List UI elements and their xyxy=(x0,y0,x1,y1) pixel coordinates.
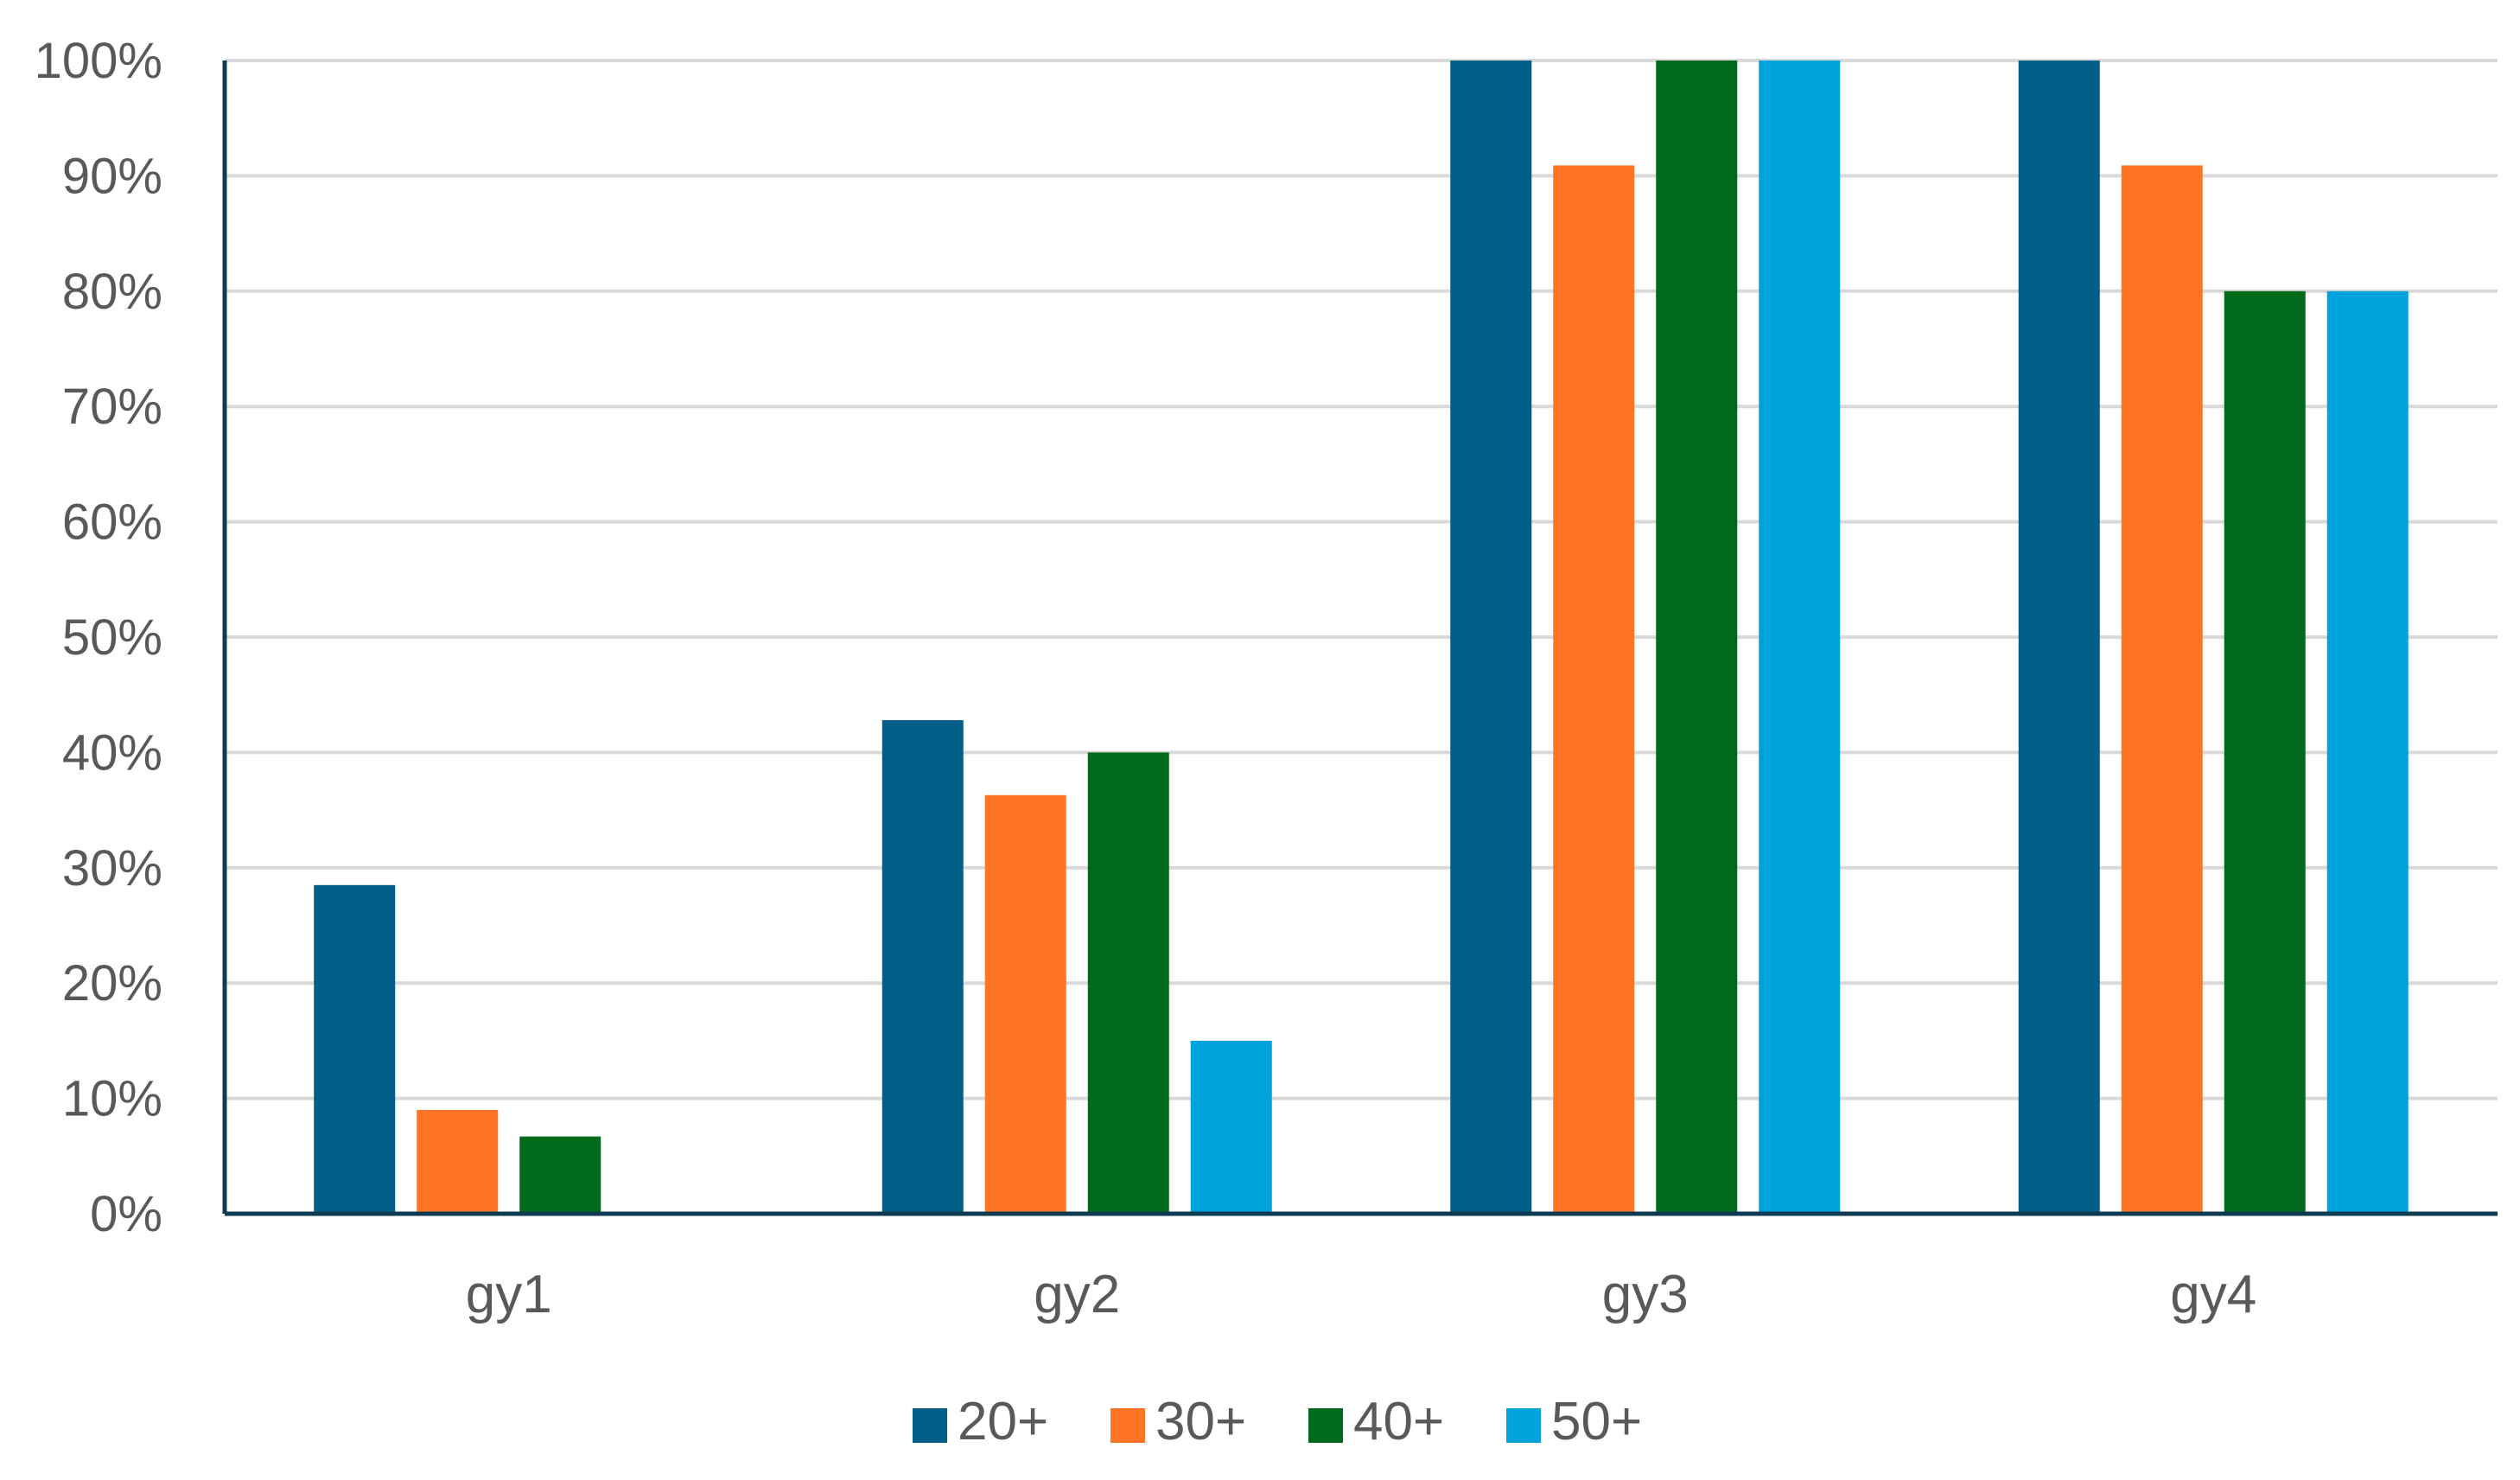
legend-swatch xyxy=(1110,1408,1145,1443)
y-tick-label: 20% xyxy=(62,955,162,1011)
x-category-label: gy3 xyxy=(1602,1265,1689,1324)
bar-gy3-30plus xyxy=(1553,165,1635,1214)
bar-gy4-20plus xyxy=(2018,61,2100,1214)
bar-gy4-50plus xyxy=(2326,290,2409,1214)
x-category-label: gy1 xyxy=(466,1265,552,1324)
x-category-label: gy4 xyxy=(2170,1265,2256,1324)
bar-gy2-50plus xyxy=(1190,1040,1272,1214)
bar-gy1-30plus xyxy=(417,1109,499,1214)
y-tick-label: 50% xyxy=(62,609,162,666)
legend-swatch xyxy=(913,1408,947,1443)
y-tick-label: 100% xyxy=(35,33,162,89)
bar-gy2-40plus xyxy=(1087,752,1169,1214)
grid-lines xyxy=(225,59,2498,1100)
axes xyxy=(222,61,2498,1216)
legend-swatch xyxy=(1308,1408,1343,1443)
legend-label: 20+ xyxy=(958,1392,1048,1451)
legend-swatch xyxy=(1506,1408,1541,1443)
legend-item: 40+ xyxy=(1308,1392,1444,1451)
x-category-labels: gy1 gy2 gy3 gy4 xyxy=(466,1265,2256,1324)
x-category-label: gy2 xyxy=(1034,1265,1120,1324)
y-tick-label: 10% xyxy=(62,1071,162,1127)
bar-gy4-30plus xyxy=(2121,165,2203,1214)
legend: 20+ 30+ 40+ 50+ xyxy=(913,1392,1642,1451)
y-tick-label: 0% xyxy=(90,1186,162,1242)
bars xyxy=(314,61,2409,1214)
bar-gy1-20plus xyxy=(314,884,396,1214)
legend-item: 30+ xyxy=(1110,1392,1246,1451)
y-tick-label: 40% xyxy=(62,724,162,781)
y-tick-label: 30% xyxy=(62,840,162,896)
y-tick-label: 80% xyxy=(62,264,162,320)
legend-label: 40+ xyxy=(1353,1392,1444,1451)
bar-gy4-40plus xyxy=(2224,290,2306,1214)
bar-gy3-40plus xyxy=(1656,61,1738,1214)
legend-label: 50+ xyxy=(1551,1392,1642,1451)
legend-item: 50+ xyxy=(1506,1392,1642,1451)
y-tick-label: 70% xyxy=(62,379,162,435)
legend-item: 20+ xyxy=(913,1392,1048,1451)
y-tick-label: 90% xyxy=(62,148,162,204)
bar-gy2-30plus xyxy=(984,794,1066,1214)
bar-gy3-50plus xyxy=(1759,61,1841,1214)
y-tick-label: 60% xyxy=(62,494,162,551)
legend-label: 30+ xyxy=(1155,1392,1246,1451)
y-tick-labels: 0% 10% 20% 30% 40% 50% 60% 70% 80% 90% 100% xyxy=(35,33,162,1242)
bar-gy1-40plus xyxy=(519,1136,601,1214)
bar-gy3-20plus xyxy=(1450,61,1532,1214)
bar-gy2-20plus xyxy=(881,720,964,1214)
